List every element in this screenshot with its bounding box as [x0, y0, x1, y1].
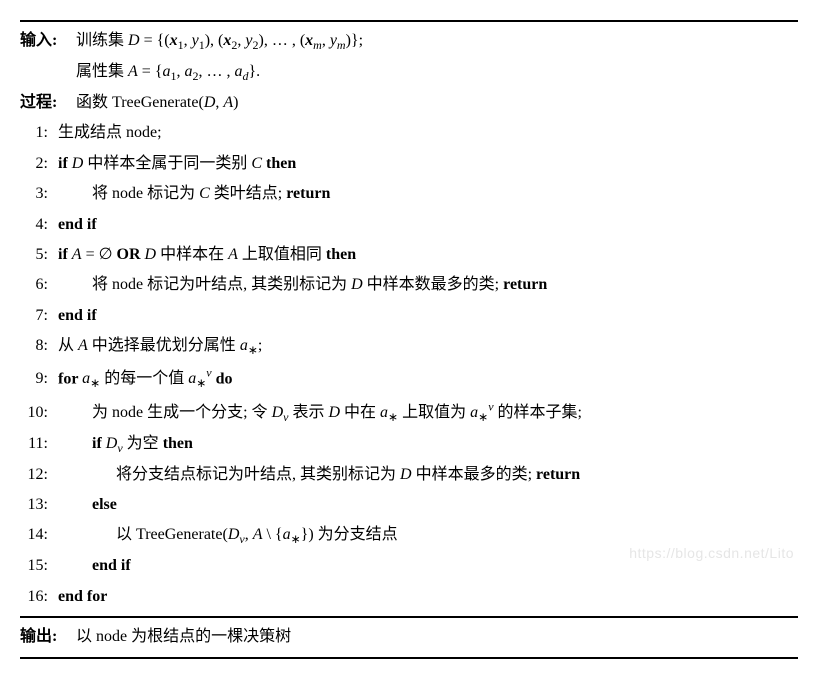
step-7: 7: end if [20, 301, 798, 331]
step-13: 13: else [20, 490, 798, 520]
kw-if-2: if [58, 246, 72, 263]
process-text: 函数 TreeGenerate(D, A) [76, 94, 238, 111]
lineno-5: 5: [20, 240, 48, 270]
lineno-2: 2: [20, 149, 48, 179]
lineno-15: 15: [20, 551, 48, 581]
step-5: 5: if A = ∅ OR D 中样本在 A 上取值相同 then [20, 240, 798, 270]
kw-if-3: if [92, 435, 106, 452]
lineno-13: 13: [20, 490, 48, 520]
process-line: 过程: 函数 TreeGenerate(D, A) [20, 88, 798, 118]
step-10: 10: 为 node 生成一个分支; 令 Dv 表示 D 中在 a∗ 上取值为 … [20, 395, 798, 428]
kw-endif-2: end if [58, 307, 97, 324]
step-15: 15: end if [20, 551, 798, 581]
kw-do: do [216, 370, 233, 387]
kw-for: for [58, 370, 82, 387]
step-12-text: 将分支结点标记为叶结点, 其类别标记为 D 中样本最多的类; [116, 466, 536, 483]
lineno-9: 9: [20, 364, 48, 394]
step-14-text: 以 TreeGenerate(Dv, A \ {a∗}) 为分支结点 [116, 526, 398, 543]
step-8-text: 从 A 中选择最优划分属性 a∗; [58, 337, 262, 354]
step-5-cond: A = ∅ [72, 246, 113, 263]
output-line: 输出: 以 node 为根结点的一棵决策树 [20, 622, 798, 652]
kw-endif-3: end if [92, 557, 131, 574]
step-3-text: 将 node 标记为 C 类叶结点; [92, 185, 286, 202]
lineno-11: 11: [20, 429, 48, 459]
input-text-1: 训练集 D = {(x1, y1), (x2, y2), … , (xm, ym… [76, 32, 363, 49]
lineno-10: 10: [20, 398, 48, 428]
kw-return-3: return [536, 466, 580, 483]
step-12: 12: 将分支结点标记为叶结点, 其类别标记为 D 中样本最多的类; retur… [20, 460, 798, 490]
lineno-7: 7: [20, 301, 48, 331]
lineno-4: 4: [20, 210, 48, 240]
rule-top [20, 20, 798, 22]
step-2: 2: if D 中样本全属于同一类别 C then [20, 149, 798, 179]
step-3: 3: 将 node 标记为 C 类叶结点; return [20, 179, 798, 209]
lineno-8: 8: [20, 331, 48, 361]
kw-return-2: return [503, 276, 547, 293]
rule-mid [20, 616, 798, 618]
output-label: 输出: [20, 622, 72, 652]
step-10-text: 为 node 生成一个分支; 令 Dv 表示 D 中在 a∗ 上取值为 a∗v … [92, 404, 582, 421]
lineno-6: 6: [20, 270, 48, 300]
step-2-cond: D 中样本全属于同一类别 C [72, 155, 262, 172]
kw-or: OR [117, 246, 145, 263]
kw-endif: end if [58, 216, 97, 233]
step-9: 9: for a∗ 的每一个值 a∗v do [20, 362, 798, 395]
step-1-text: 生成结点 node; [58, 124, 162, 141]
lineno-12: 12: [20, 460, 48, 490]
input-line-1: 输入: 训练集 D = {(x1, y1), (x2, y2), … , (xm… [20, 26, 798, 57]
step-5-cond2: D 中样本在 A 上取值相同 [145, 246, 322, 263]
kw-return: return [286, 185, 330, 202]
output-text: 以 node 为根结点的一棵决策树 [76, 628, 291, 645]
step-8: 8: 从 A 中选择最优划分属性 a∗; [20, 331, 798, 362]
input-text-2: 属性集 A = {a1, a2, … , ad}. [76, 63, 260, 80]
step-9-cond: a∗ 的每一个值 a∗v [82, 370, 211, 387]
step-14: 14: 以 TreeGenerate(Dv, A \ {a∗}) 为分支结点 [20, 520, 798, 551]
step-11-cond: Dv 为空 [106, 435, 159, 452]
step-11: 11: if Dv 为空 then [20, 429, 798, 460]
rule-bottom [20, 657, 798, 659]
lineno-3: 3: [20, 179, 48, 209]
kw-then-3: then [163, 435, 193, 452]
lineno-14: 14: [20, 520, 48, 550]
kw-endfor: end for [58, 588, 107, 605]
lineno-1: 1: [20, 118, 48, 148]
step-6-text: 将 node 标记为叶结点, 其类别标记为 D 中样本数最多的类; [92, 276, 503, 293]
kw-if: if [58, 155, 72, 172]
input-label: 输入: [20, 26, 72, 56]
kw-then-2: then [326, 246, 356, 263]
step-1: 1: 生成结点 node; [20, 118, 798, 148]
input-line-2: 属性集 A = {a1, a2, … , ad}. [20, 57, 798, 88]
kw-then: then [266, 155, 296, 172]
step-4: 4: end if [20, 210, 798, 240]
kw-else: else [92, 496, 117, 513]
step-16: 16: end for [20, 582, 798, 612]
lineno-16: 16: [20, 582, 48, 612]
process-label: 过程: [20, 88, 72, 118]
step-6: 6: 将 node 标记为叶结点, 其类别标记为 D 中样本数最多的类; ret… [20, 270, 798, 300]
